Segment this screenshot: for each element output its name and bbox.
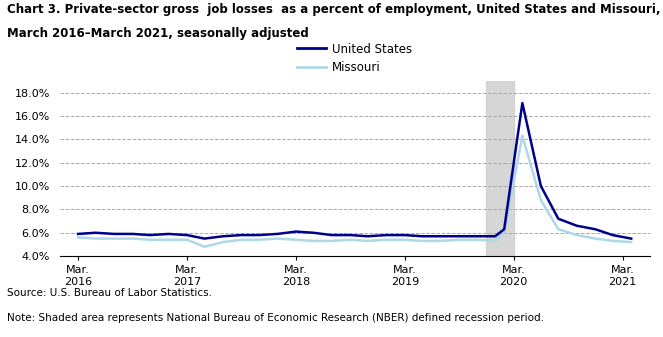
Text: March 2016–March 2021, seasonally adjusted: March 2016–March 2021, seasonally adjust…	[7, 27, 308, 40]
Text: Source: U.S. Bureau of Labor Statistics.: Source: U.S. Bureau of Labor Statistics.	[7, 288, 211, 298]
Bar	[487, 81, 514, 256]
Text: Note: Shaded area represents National Bureau of Economic Research (NBER) defined: Note: Shaded area represents National Bu…	[7, 313, 544, 324]
Legend: United States, Missouri: United States, Missouri	[292, 38, 417, 79]
Text: Chart 3. Private-sector gross  job losses  as a percent of employment, United St: Chart 3. Private-sector gross job losses…	[7, 3, 660, 17]
